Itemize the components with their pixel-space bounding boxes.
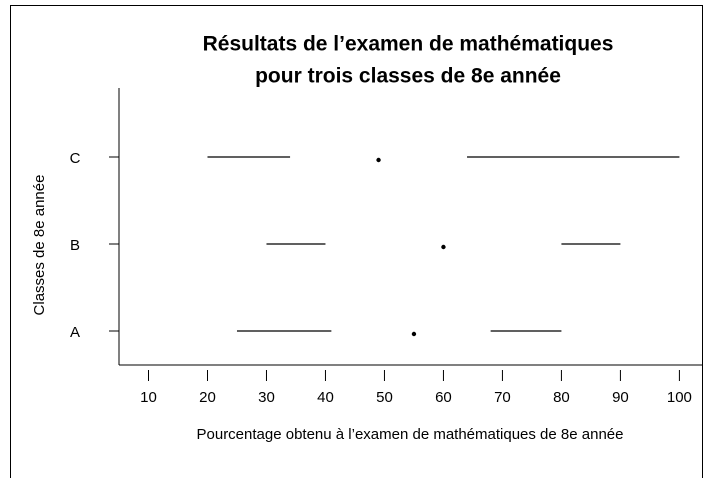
y-tick-label: C [70, 150, 81, 167]
x-tick-label: 80 [553, 389, 570, 406]
y-axis-label: Classes de 8e année [31, 175, 48, 316]
y-tick-label: B [70, 237, 80, 254]
chart-title: Résultats de l’examen de mathématiques [203, 33, 614, 56]
x-tick-label: 90 [612, 389, 629, 406]
median-dot [411, 331, 417, 337]
chart-title: pour trois classes de 8e année [255, 65, 561, 88]
x-tick-label: 70 [494, 389, 511, 406]
x-tick-label: 50 [376, 389, 393, 406]
x-axis-label: Pourcentage obtenu à l’examen de mathéma… [197, 426, 624, 443]
median-dot [441, 244, 446, 250]
x-tick-label: 40 [317, 389, 334, 406]
x-tick-label: 30 [258, 389, 275, 406]
median-dot [376, 157, 381, 163]
x-tick-label: 20 [199, 389, 216, 406]
x-tick-label: 100 [667, 389, 692, 406]
x-tick-label: 10 [140, 389, 157, 406]
x-tick-label: 60 [435, 389, 452, 406]
frame [10, 5, 703, 478]
y-tick-label: A [70, 324, 80, 341]
